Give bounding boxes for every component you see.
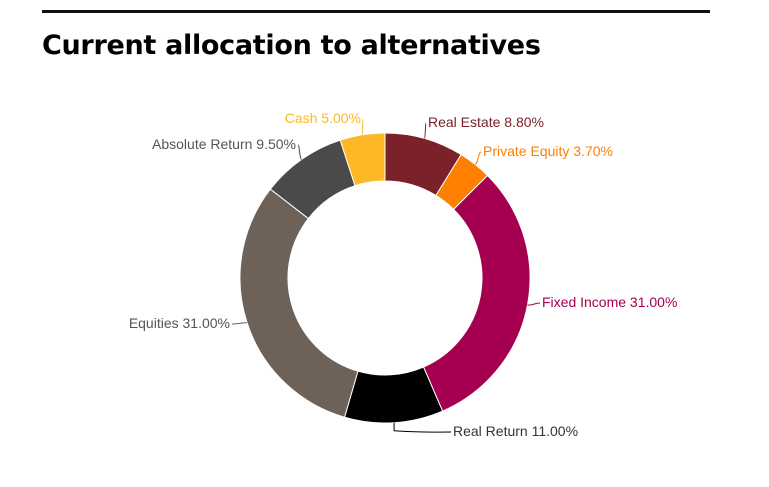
- label-real-estate: Real Estate 8.80%: [428, 114, 544, 130]
- label-private-equity: Private Equity 3.70%: [483, 143, 613, 159]
- slice-cash[interactable]: [339, 132, 386, 187]
- label-leaders: [231, 118, 541, 433]
- label-equities: Equities 31.00%: [129, 315, 230, 331]
- label-real-return: Real Return 11.00%: [453, 423, 578, 439]
- page-title: Current allocation to alternatives: [42, 30, 541, 61]
- leader-real-return: [393, 422, 452, 433]
- label-cash: Cash 5.00%: [285, 110, 361, 126]
- leader-private-equity: [474, 151, 482, 165]
- leader-absolute-return: [297, 144, 303, 160]
- label-fixed-income: Fixed Income 31.00%: [542, 294, 677, 310]
- leader-cash: [361, 118, 364, 136]
- top-rule: [42, 10, 710, 13]
- leader-real-estate: [424, 122, 427, 140]
- slice-equities[interactable]: [239, 188, 359, 418]
- slice-labels: Real Estate 8.80% Private Equity 3.70% Fix…: [129, 110, 678, 439]
- leader-fixed-income: [527, 302, 541, 306]
- label-absolute-return: Absolute Return 9.50%: [152, 136, 296, 152]
- slice-fixed-income[interactable]: [422, 174, 531, 412]
- leader-equities: [231, 322, 248, 325]
- donut-slices: [239, 132, 531, 424]
